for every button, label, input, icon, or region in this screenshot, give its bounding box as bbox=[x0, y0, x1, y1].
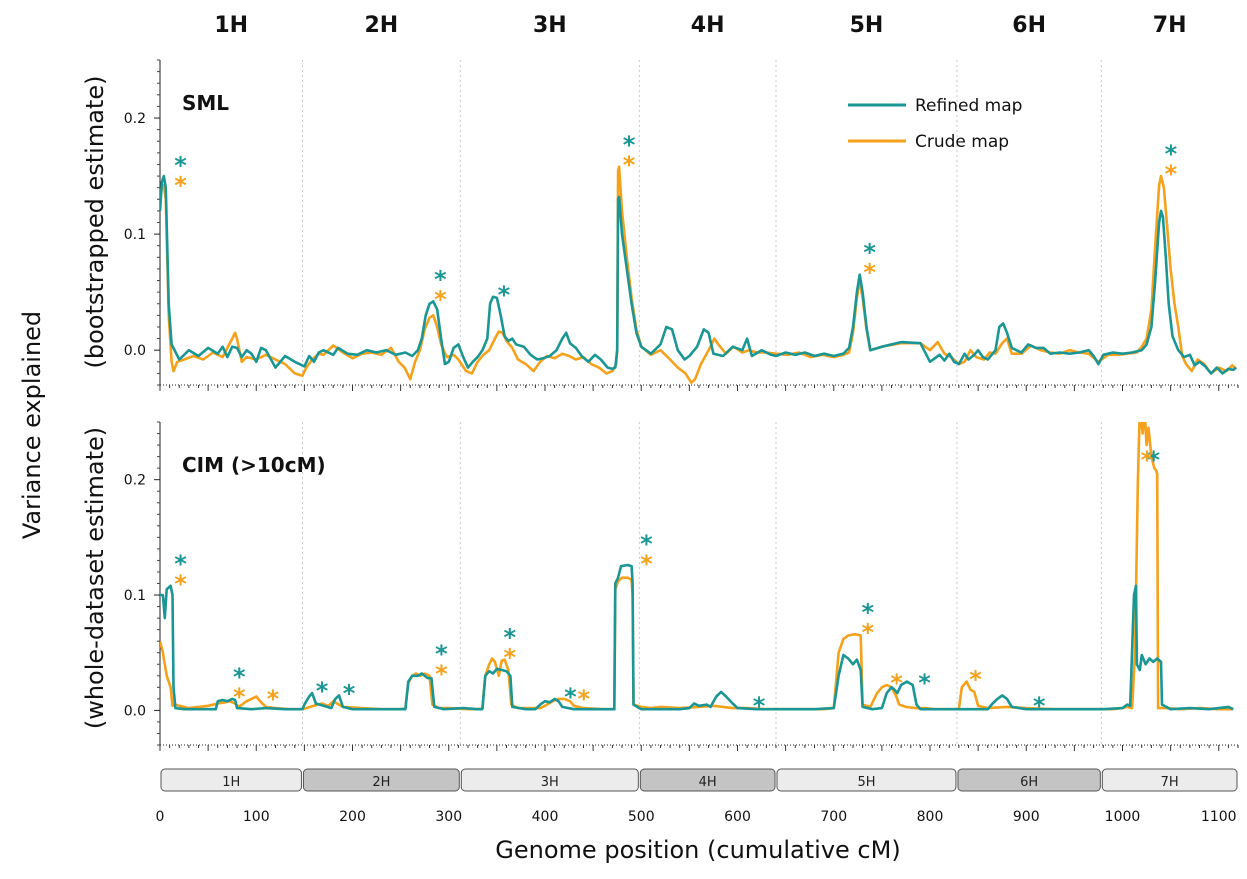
y-tick-label: 0.0 bbox=[124, 703, 146, 719]
band-label-1h: 1H bbox=[222, 775, 240, 790]
significance-star-crude: * bbox=[1141, 446, 1154, 474]
top-label-2h: 2H bbox=[365, 13, 399, 38]
significance-star-refined: * bbox=[564, 683, 577, 711]
significance-star-refined: * bbox=[640, 530, 653, 558]
series-line-refined bbox=[160, 563, 1234, 711]
significance-star-crude: * bbox=[233, 683, 246, 711]
series-line-refined bbox=[160, 174, 1237, 375]
significance-star-refined: * bbox=[316, 677, 329, 705]
significance-star-crude: * bbox=[174, 570, 187, 598]
x-tick-label: 100 bbox=[243, 809, 270, 825]
y-axis-title-main: Variance explained bbox=[18, 311, 46, 539]
x-tick-label: 1000 bbox=[1105, 809, 1141, 825]
x-tick-label: 1100 bbox=[1201, 809, 1237, 825]
x-tick-label: 700 bbox=[820, 809, 847, 825]
significance-star-refined: * bbox=[623, 131, 636, 159]
significance-star-refined: * bbox=[1033, 692, 1046, 720]
significance-star-crude: * bbox=[640, 550, 653, 578]
panel-label: CIM (>10cM) bbox=[182, 453, 326, 477]
significance-star-refined: * bbox=[861, 598, 874, 626]
significance-star-refined: * bbox=[1165, 140, 1178, 168]
top-label-3h: 3H bbox=[533, 13, 567, 38]
significance-star-crude: * bbox=[435, 660, 448, 688]
significance-star-crude: * bbox=[578, 685, 591, 713]
top-label-5h: 5H bbox=[850, 13, 884, 38]
significance-star-refined: * bbox=[233, 663, 246, 691]
y-tick-label: 0.1 bbox=[124, 588, 146, 604]
x-tick-label: 200 bbox=[339, 809, 366, 825]
significance-star-refined: * bbox=[498, 281, 511, 309]
x-tick-label: 900 bbox=[1013, 809, 1040, 825]
y-axis-titles: Variance explained (bootstrapped estimat… bbox=[18, 76, 109, 730]
y-axis-title-top: (bootstrapped estimate) bbox=[81, 76, 109, 369]
significance-star-refined: * bbox=[435, 640, 448, 668]
band-label-3h: 3H bbox=[541, 775, 559, 790]
significance-star-crude: * bbox=[434, 285, 447, 313]
significance-star-crude: * bbox=[969, 666, 982, 694]
significance-star-refined: * bbox=[174, 550, 187, 578]
band-label-6h: 6H bbox=[1020, 775, 1038, 790]
band-segment-1h bbox=[160, 768, 302, 792]
y-tick-label: 0.2 bbox=[124, 111, 146, 127]
significance-star-refined: * bbox=[503, 624, 516, 652]
significance-star-crude: * bbox=[890, 669, 903, 697]
x-tick-label: 500 bbox=[628, 809, 655, 825]
x-tick-label: 800 bbox=[917, 809, 944, 825]
significance-star-refined: * bbox=[753, 692, 766, 720]
band-label-7h: 7H bbox=[1161, 775, 1179, 790]
y-tick-label: 0.0 bbox=[124, 343, 146, 359]
significance-star-refined: * bbox=[174, 152, 187, 180]
chromosome-band: 1H 2H 3H 4H 5H 6H 7H bbox=[160, 768, 1238, 792]
significance-star-crude: * bbox=[623, 151, 636, 179]
significance-star-crude: * bbox=[267, 685, 280, 713]
y-axis-title-bottom: (whole-dataset estimate) bbox=[81, 427, 109, 729]
panel-label: SML bbox=[182, 91, 229, 115]
band-label-5h: 5H bbox=[857, 775, 875, 790]
top-chromosome-labels: 1H 2H 3H 4H 5H 6H 7H bbox=[214, 13, 1186, 38]
significance-star-refined: * bbox=[434, 265, 447, 293]
band-segment-5h bbox=[776, 768, 957, 792]
y-tick-label: 0.2 bbox=[124, 473, 146, 489]
x-tick-label: 0 bbox=[156, 809, 165, 825]
top-label-6h: 6H bbox=[1012, 13, 1046, 38]
x-axis-title: Genome position (cumulative cM) bbox=[495, 836, 900, 864]
legend: Refined map Crude map bbox=[848, 96, 1022, 152]
significance-star-refined: * bbox=[1147, 446, 1160, 474]
top-label-7h: 7H bbox=[1153, 13, 1187, 38]
x-axis: 0 100 200 300 400 500 600 700 800 900 1000 1100 bbox=[156, 809, 1237, 825]
y-tick-label: 0.1 bbox=[124, 227, 146, 243]
top-label-1h: 1H bbox=[214, 13, 248, 38]
band-segment-4h bbox=[639, 768, 776, 792]
band-segment-7h bbox=[1101, 768, 1238, 792]
top-label-4h: 4H bbox=[691, 13, 725, 38]
x-tick-label: 300 bbox=[435, 809, 462, 825]
x-tick-label: 400 bbox=[532, 809, 559, 825]
significance-star-crude: * bbox=[174, 172, 187, 200]
legend-label-crude: Crude map bbox=[915, 132, 1009, 152]
significance-star-refined: * bbox=[343, 679, 356, 707]
band-label-2h: 2H bbox=[372, 775, 390, 790]
legend-label-refined: Refined map bbox=[915, 96, 1022, 116]
significance-star-crude: * bbox=[861, 618, 874, 646]
significance-star-crude: * bbox=[863, 259, 876, 287]
band-segment-6h bbox=[957, 768, 1101, 792]
significance-star-refined: * bbox=[863, 239, 876, 267]
significance-star-crude: * bbox=[503, 644, 516, 672]
x-tick-label: 600 bbox=[724, 809, 751, 825]
band-segment-2h bbox=[302, 768, 460, 792]
band-label-4h: 4H bbox=[699, 775, 717, 790]
significance-star-refined: * bbox=[918, 669, 931, 697]
band-segment-3h bbox=[460, 768, 639, 792]
significance-star-crude: * bbox=[1165, 160, 1178, 188]
